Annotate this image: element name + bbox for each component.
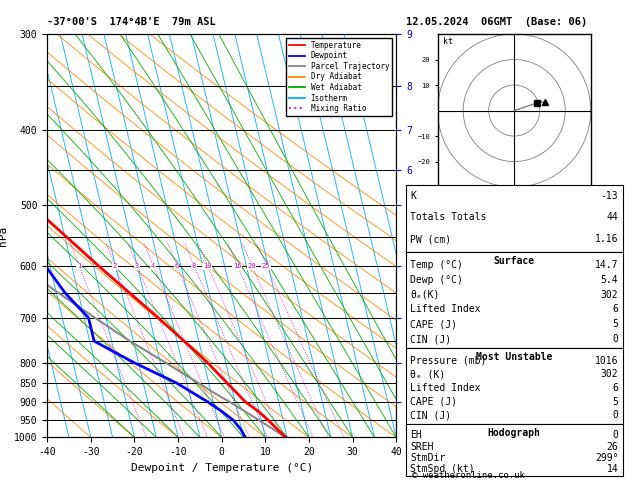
Legend: Temperature, Dewpoint, Parcel Trajectory, Dry Adiabat, Wet Adiabat, Isotherm, Mi: Temperature, Dewpoint, Parcel Trajectory…: [286, 38, 392, 116]
Text: 20: 20: [247, 263, 256, 269]
X-axis label: Dewpoint / Temperature (°C): Dewpoint / Temperature (°C): [131, 463, 313, 473]
Text: Dewp (°C): Dewp (°C): [410, 275, 463, 285]
Text: 26: 26: [606, 442, 618, 451]
Text: 6: 6: [613, 304, 618, 314]
Text: StmDir: StmDir: [410, 453, 445, 463]
Text: 1: 1: [77, 263, 81, 269]
Text: 8: 8: [192, 263, 196, 269]
Text: 25: 25: [262, 263, 270, 269]
Y-axis label: hPa: hPa: [0, 226, 8, 246]
Text: 302: 302: [601, 369, 618, 380]
Text: SREH: SREH: [410, 442, 433, 451]
Text: © weatheronline.co.uk: © weatheronline.co.uk: [412, 471, 525, 480]
Text: 14: 14: [606, 464, 618, 474]
Text: 44: 44: [606, 212, 618, 223]
Text: 0: 0: [613, 334, 618, 344]
Text: CIN (J): CIN (J): [410, 334, 451, 344]
Text: 5: 5: [613, 397, 618, 407]
Text: -37°00'S  174°4B'E  79m ASL: -37°00'S 174°4B'E 79m ASL: [47, 17, 216, 27]
Text: θₑ (K): θₑ (K): [410, 369, 445, 380]
Text: CIN (J): CIN (J): [410, 411, 451, 420]
Y-axis label: km
ASL: km ASL: [415, 227, 437, 244]
Text: Surface: Surface: [494, 256, 535, 266]
Text: CAPE (J): CAPE (J): [410, 319, 457, 330]
Text: EH: EH: [410, 430, 422, 440]
Text: -13: -13: [601, 191, 618, 201]
Text: Most Unstable: Most Unstable: [476, 352, 552, 363]
Text: kt: kt: [443, 37, 453, 46]
Text: 3: 3: [135, 263, 139, 269]
Text: 12.05.2024  06GMT  (Base: 06): 12.05.2024 06GMT (Base: 06): [406, 17, 587, 27]
Text: K: K: [410, 191, 416, 201]
Text: 1016: 1016: [595, 356, 618, 365]
Bar: [406, 348, 623, 424]
Text: 2: 2: [113, 263, 117, 269]
Text: 1.16: 1.16: [595, 234, 618, 244]
Text: 5.4: 5.4: [601, 275, 618, 285]
Text: Pressure (mb): Pressure (mb): [410, 356, 486, 365]
Text: 0: 0: [613, 430, 618, 440]
Text: 4: 4: [151, 263, 155, 269]
Text: StmSpd (kt): StmSpd (kt): [410, 464, 475, 474]
Text: 6: 6: [174, 263, 179, 269]
Text: 299°: 299°: [595, 453, 618, 463]
Text: 14.7: 14.7: [595, 260, 618, 270]
Text: Mixing Ratio (g/kg): Mixing Ratio (g/kg): [421, 199, 430, 287]
Text: 16: 16: [233, 263, 242, 269]
Text: LCL: LCL: [518, 73, 533, 82]
Text: θₑ(K): θₑ(K): [410, 290, 440, 300]
Text: 0: 0: [613, 411, 618, 420]
Text: Lifted Index: Lifted Index: [410, 383, 481, 393]
Text: 5: 5: [613, 319, 618, 330]
Text: 302: 302: [601, 290, 618, 300]
Bar: [406, 252, 623, 348]
Text: Lifted Index: Lifted Index: [410, 304, 481, 314]
Bar: [406, 185, 623, 252]
Text: Temp (°C): Temp (°C): [410, 260, 463, 270]
Text: Hodograph: Hodograph: [487, 428, 541, 438]
Text: CAPE (J): CAPE (J): [410, 397, 457, 407]
Text: 6: 6: [613, 383, 618, 393]
Bar: [406, 424, 623, 476]
Text: 10: 10: [203, 263, 212, 269]
Text: Totals Totals: Totals Totals: [410, 212, 486, 223]
Text: PW (cm): PW (cm): [410, 234, 451, 244]
